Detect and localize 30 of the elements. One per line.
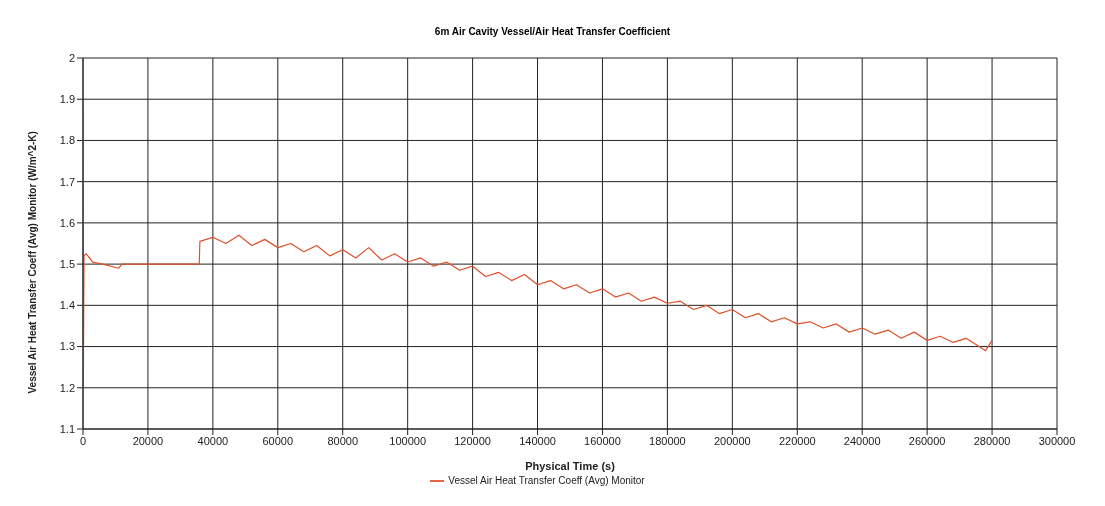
x-tick-label: 20000 (132, 434, 164, 447)
x-tick-label: 180000 (649, 434, 686, 447)
x-tick-label: 220000 (778, 434, 816, 447)
y-tick-label: 1.8 (59, 134, 75, 147)
y-tick-label: 1.3 (59, 340, 75, 353)
chart-title: 6m Air Cavity Vessel/Air Heat Transfer Coefficient (433, 25, 672, 39)
legend-label: Vessel Air Heat Transfer Coeff (Avg) Monitor (448, 474, 645, 486)
x-tick-label: 0 (79, 434, 87, 447)
x-tick-label: 160000 (584, 434, 621, 447)
y-tick-label: 1.7 (59, 175, 75, 188)
x-tick-label: 200000 (713, 434, 751, 447)
x-tick-label: 140000 (519, 434, 556, 447)
y-tick-label: 1.6 (59, 216, 75, 229)
y-tick-label: 1.2 (59, 381, 75, 394)
y-tick-label: 1.5 (59, 258, 75, 271)
x-tick-label: 80000 (327, 434, 359, 447)
x-axis-title: Physical Time (s) (525, 460, 616, 472)
x-tick-label: 280000 (973, 434, 1011, 447)
x-tick-label: 40000 (197, 434, 229, 447)
y-tick-label: 1.9 (59, 93, 75, 106)
y-tick-label: 2 (68, 51, 75, 64)
y-tick-label: 1.1 (59, 422, 75, 435)
y-axis-title: Vessel Air Heat Transfer Coeff (Avg) Monitor (W/m^2-K) (26, 131, 38, 394)
x-tick-label: 260000 (908, 434, 946, 447)
y-tick-label: 1.4 (59, 299, 75, 312)
x-tick-label: 240000 (843, 434, 881, 447)
x-tick-label: 300000 (1038, 434, 1076, 447)
x-tick-label: 100000 (389, 434, 427, 447)
x-tick-label: 120000 (454, 434, 491, 447)
x-tick-label: 60000 (262, 434, 294, 447)
